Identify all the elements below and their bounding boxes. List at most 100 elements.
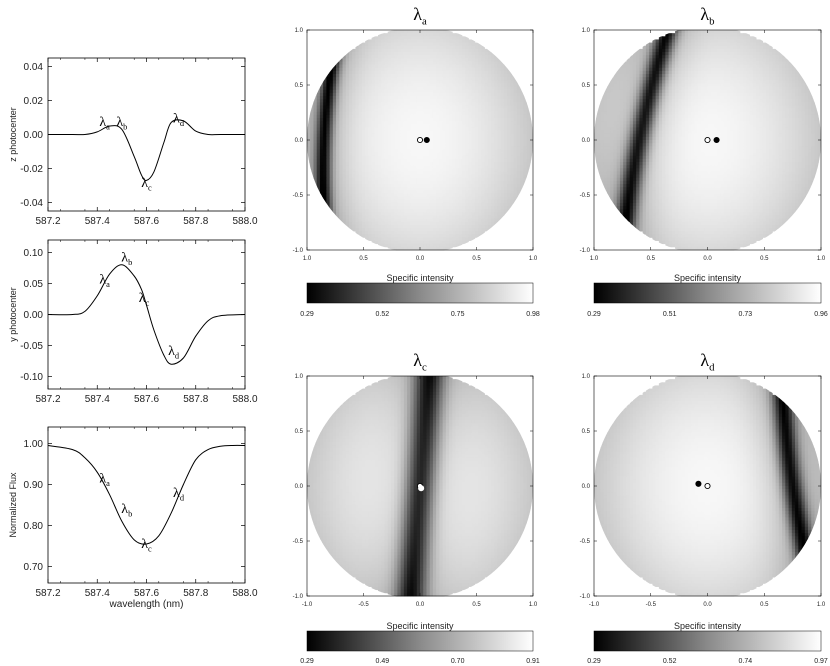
disk-pixel — [523, 124, 527, 128]
disk-pixel — [484, 190, 489, 194]
disk-pixel — [410, 105, 414, 109]
disk-pixel — [491, 146, 495, 150]
disk-pixel — [720, 70, 725, 75]
disk-pixel — [449, 102, 453, 106]
disk-pixel — [368, 130, 372, 135]
disk-pixel — [461, 96, 466, 100]
disk-pixel — [452, 206, 456, 210]
disk-pixel — [429, 218, 434, 223]
disk-pixel — [484, 140, 489, 144]
disk-pixel — [487, 96, 492, 100]
disk-pixel — [449, 61, 453, 65]
disk-pixel — [342, 209, 347, 213]
disk-pixel — [471, 231, 476, 235]
disk-pixel — [497, 158, 502, 163]
disk-pixel — [697, 42, 702, 47]
disk-pixel — [339, 177, 343, 182]
disk-pixel — [365, 184, 369, 188]
disk-pixel — [526, 133, 531, 138]
disk-pixel — [416, 149, 421, 153]
disk-pixel — [613, 80, 618, 84]
disk-pixel — [465, 67, 469, 72]
disk-pixel — [352, 143, 356, 147]
disk-pixel — [710, 30, 715, 34]
disk-pixel — [452, 70, 456, 75]
x-tick-label: 587.2 — [35, 394, 60, 405]
disk-pixel — [520, 92, 524, 97]
disk-pixel — [484, 133, 489, 138]
disk-pixel — [642, 70, 647, 75]
disk-pixel — [384, 143, 389, 147]
disk-pixel — [455, 58, 460, 62]
disk-pixel — [513, 184, 518, 188]
disk-pixel — [400, 77, 405, 81]
disk-pixel — [478, 140, 482, 144]
disk-pixel — [348, 114, 353, 119]
disk-pixel — [420, 240, 424, 245]
disk-pixel — [381, 67, 385, 72]
disk-pixel — [471, 92, 476, 97]
disk-pixel — [481, 61, 485, 65]
disk-pixel — [507, 121, 511, 125]
disk-pixel — [658, 67, 663, 72]
disk-pixel — [468, 174, 473, 179]
disk-pixel — [500, 171, 505, 175]
disk-pixel — [516, 155, 521, 160]
disk-pixel — [788, 64, 793, 69]
colorbar-tick-label: 0.52 — [376, 311, 390, 318]
disk-pixel — [407, 206, 411, 210]
disk-pixel — [407, 174, 411, 179]
disk-pixel — [390, 193, 395, 197]
disk-pixel — [358, 155, 363, 160]
disk-pixel — [403, 140, 408, 144]
disk-pixel — [523, 146, 527, 150]
disk-pixel — [730, 39, 734, 43]
disk-pixel — [762, 58, 767, 62]
disk-pixel — [484, 70, 489, 75]
disk-pixel — [658, 61, 663, 65]
disk-pixel — [358, 61, 363, 65]
disk-pixel — [474, 196, 479, 201]
disk-pixel — [671, 80, 676, 84]
disk-pixel — [739, 58, 744, 62]
disk-pixel — [355, 70, 360, 75]
disk-pixel — [316, 168, 321, 172]
disk-pixel — [416, 127, 421, 131]
disk-pixel — [319, 180, 324, 185]
disk-pixel — [407, 212, 411, 216]
disk-pixel — [455, 228, 460, 232]
disk-pixel — [387, 228, 392, 232]
disk-pixel — [371, 70, 376, 75]
disk-pixel — [445, 52, 450, 56]
disk-pixel — [426, 193, 431, 197]
disk-pixel — [358, 231, 363, 235]
disk-pixel — [361, 45, 366, 50]
disk-pixel — [474, 140, 479, 144]
disk-pixel — [342, 133, 347, 138]
disk-pixel — [629, 80, 634, 84]
disk-pixel — [432, 36, 437, 40]
disk-pixel — [465, 177, 469, 182]
disk-pixel — [397, 118, 402, 122]
disk-pixel — [461, 180, 466, 185]
disk-pixel — [655, 80, 660, 84]
disk-pixel — [507, 162, 511, 166]
disk-pixel — [684, 45, 689, 50]
disk-pixel — [355, 55, 360, 59]
disk-pixel — [449, 215, 453, 219]
disk-pixel — [361, 67, 366, 72]
disk-pixel — [474, 92, 479, 97]
disk-pixel — [429, 162, 434, 166]
disk-pixel — [339, 108, 343, 113]
disk-pixel — [410, 171, 414, 175]
disk-pixel — [371, 99, 376, 103]
disk-pixel — [352, 89, 356, 94]
disk-pixel — [361, 130, 366, 135]
disk-pixel — [423, 52, 427, 56]
disk-pixel — [432, 174, 437, 179]
disk-pixel — [374, 155, 379, 160]
disk-pixel — [503, 158, 508, 163]
disk-pixel — [468, 39, 473, 43]
disk-pixel — [733, 58, 738, 62]
